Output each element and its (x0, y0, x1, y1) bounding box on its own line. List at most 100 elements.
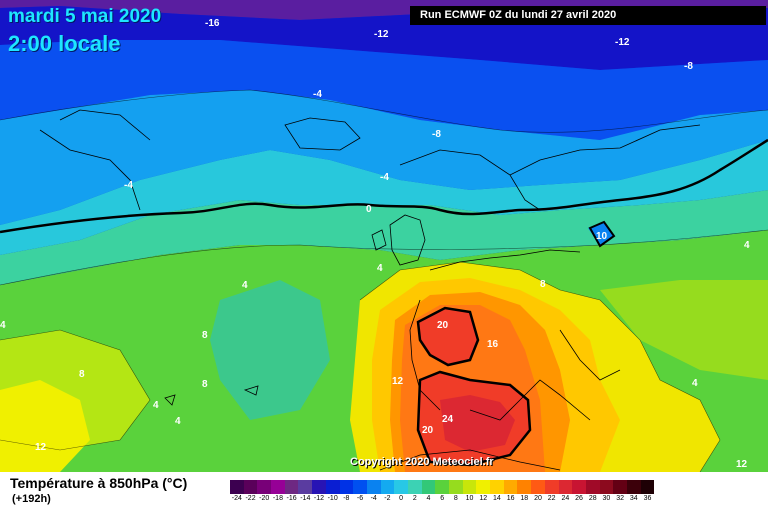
scale-step: -22 (243, 480, 258, 502)
scale-swatch (230, 480, 244, 494)
scale-swatch (572, 480, 586, 494)
scale-step: 8 (449, 480, 463, 502)
scale-swatch (544, 480, 559, 494)
isotherm-label: 4 (377, 263, 383, 274)
zone-minus-8 (0, 40, 768, 140)
isotherm-20-south (416, 370, 532, 467)
isotherm-label: -12 (615, 37, 630, 48)
copyright-text: Copyright 2020 Meteociel.fr (350, 456, 494, 468)
zone-24 (440, 395, 515, 452)
isotherm-label: 12 (392, 376, 404, 387)
isotherm-label: 12 (736, 459, 748, 470)
scale-label: 10 (465, 495, 474, 502)
scale-swatch (517, 480, 532, 494)
scale-label: 32 (616, 495, 624, 502)
legend-title: Température à 850hPa (°C) (10, 475, 188, 491)
scale-step: 36 (640, 480, 655, 502)
isotherm-label: 8 (202, 330, 208, 341)
scale-swatch (271, 480, 285, 494)
scale-label: 26 (575, 495, 583, 502)
scale-step: 16 (503, 480, 518, 502)
scale-step: -14 (298, 480, 313, 502)
scale-step: -20 (257, 480, 272, 502)
forecast-range: (+192h) (12, 493, 51, 505)
scale-label: -6 (356, 495, 364, 502)
scale-swatch (407, 480, 422, 494)
isotherm-label: 4 (153, 400, 159, 411)
scale-step: 22 (544, 480, 559, 502)
isotherm-label: -8 (432, 129, 441, 140)
isotherm-label: 20 (422, 425, 434, 436)
isotherm-labels: -16 -12 -12 -8 -4 -8 -4 -4 0 10 4 4 8 8 … (0, 18, 750, 470)
isotherm-label: 8 (202, 379, 208, 390)
scale-label: -2 (384, 495, 391, 502)
zone-0 (0, 140, 768, 255)
scale-swatch (449, 480, 463, 494)
scale-label: 18 (520, 495, 529, 502)
scale-step: -2 (380, 480, 395, 502)
coastline-british-isles (371, 214, 426, 266)
scale-swatch (531, 480, 545, 494)
isotherm-label: 16 (487, 339, 499, 350)
coastline-scandinavia (399, 124, 701, 211)
scale-swatch (613, 480, 627, 494)
scale-swatch (626, 480, 641, 494)
scale-swatch (558, 480, 573, 494)
isotherm-thin-4 (0, 329, 151, 451)
coastline-greenland (39, 109, 151, 211)
model-run-banner: Run ECMWF 0Z du lundi 27 avril 2020 (410, 6, 766, 25)
isotherm-label: 4 (242, 280, 248, 291)
isotherm-thin-1 (0, 89, 768, 133)
scale-step: 34 (626, 480, 641, 502)
isotherm-label: 4 (692, 378, 698, 389)
scale-swatch (503, 480, 518, 494)
scale-step: 0 (394, 480, 408, 502)
scale-step: 10 (462, 480, 477, 502)
coastline-africa (379, 449, 561, 471)
isotherm-10-east (588, 220, 616, 248)
isotherm-label: -8 (684, 61, 693, 72)
zone-ocean-4 (210, 280, 330, 420)
scale-step: 2 (407, 480, 422, 502)
scale-step: -8 (339, 480, 354, 502)
scale-step: 30 (599, 480, 614, 502)
zone-minus-16 (0, 0, 768, 20)
scale-swatch (435, 480, 449, 494)
scale-label: -8 (343, 495, 350, 502)
scale-swatch (257, 480, 272, 494)
isotherm-label: 4 (175, 416, 181, 427)
scale-label: -4 (370, 495, 377, 502)
scale-label: -14 (300, 495, 311, 502)
isotherm-label: 20 (437, 320, 449, 331)
isotherm-label: 10 (596, 231, 608, 242)
scale-label: 28 (588, 495, 597, 502)
scale-step: -10 (325, 480, 340, 502)
scale-swatch (599, 480, 614, 494)
scale-swatch (298, 480, 313, 494)
scale-swatch (284, 480, 299, 494)
temperature-map: -16 -12 -12 -8 -4 -8 -4 -4 0 10 4 4 8 8 … (0, 0, 768, 472)
scale-label: 34 (629, 495, 638, 502)
scale-swatch (476, 480, 491, 494)
scale-label: 22 (547, 495, 556, 502)
scale-label: 16 (506, 495, 515, 502)
zone-minus-4 (0, 90, 768, 225)
scale-swatch (366, 480, 381, 494)
isotherm-20-north (416, 306, 480, 367)
isotherm-label: 4 (744, 240, 750, 251)
scale-label: -10 (327, 495, 338, 502)
map-canvas: -16 -12 -12 -8 -4 -8 -4 -4 0 10 4 4 8 8 … (0, 0, 768, 472)
scale-step: 32 (613, 480, 627, 502)
scale-step: 12 (476, 480, 491, 502)
coastline-iceland (284, 117, 361, 151)
scale-step: -6 (353, 480, 367, 502)
scale-label: -22 (245, 495, 256, 502)
isotherm-label: 4 (0, 320, 6, 331)
forecast-date: mardi 5 mai 2020 (8, 6, 162, 27)
scale-step: 14 (490, 480, 504, 502)
scale-label: 36 (643, 495, 652, 502)
scale-swatch (353, 480, 367, 494)
scale-label: 14 (493, 495, 501, 502)
isotherm-thin-2 (0, 229, 768, 286)
scale-step: -12 (312, 480, 326, 502)
